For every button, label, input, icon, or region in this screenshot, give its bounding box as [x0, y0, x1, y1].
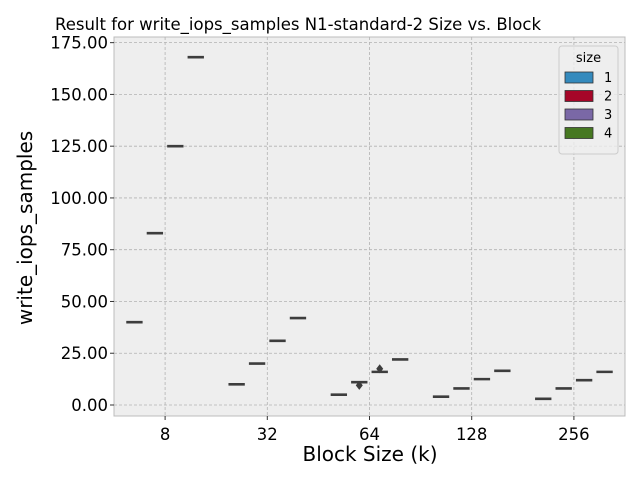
legend-label-1: 1 — [604, 71, 612, 86]
y-tick-label: 125.00 — [50, 137, 108, 156]
outlier-point — [376, 364, 384, 374]
y-tick-label: 150.00 — [50, 85, 108, 104]
legend-label-2: 2 — [604, 90, 612, 105]
legend: size 1 2 3 4 — [558, 45, 619, 155]
legend-swatch-2 — [564, 90, 594, 102]
x-tick-label: 256 — [558, 425, 590, 444]
legend-title: size — [576, 51, 601, 66]
x-tick-label: 32 — [257, 425, 278, 444]
x-tick-label: 8 — [160, 425, 171, 444]
legend-label-3: 3 — [604, 108, 612, 123]
series-marks — [126, 55, 613, 401]
y-tick-label: 50.00 — [61, 292, 108, 311]
y-tick-label: 175.00 — [50, 34, 108, 53]
y-tick-label: 25.00 — [61, 344, 108, 363]
gridlines — [114, 37, 625, 416]
y-tick-label: 75.00 — [61, 241, 108, 260]
y-axis-label: write_iops_samples — [13, 131, 37, 325]
x-tick-label: 128 — [456, 425, 488, 444]
y-tick-label: 100.00 — [50, 189, 108, 208]
outlier-point — [355, 380, 363, 390]
x-axis: 8 32 64 128 256 — [160, 416, 590, 444]
legend-swatch-3 — [564, 108, 594, 121]
legend-label-4: 4 — [604, 127, 612, 142]
y-tick-label: 0.00 — [71, 396, 108, 415]
legend-swatch-4 — [564, 127, 594, 139]
chart-title: Result for write_iops_samples N1-standar… — [55, 15, 541, 35]
y-axis: 0.00 25.00 50.00 75.00 100.00 125.00 150.00 175… — [50, 34, 114, 415]
legend-swatch-1 — [564, 71, 594, 84]
x-tick-label: 64 — [359, 425, 380, 444]
x-axis-label: Block Size (k) — [302, 442, 437, 466]
